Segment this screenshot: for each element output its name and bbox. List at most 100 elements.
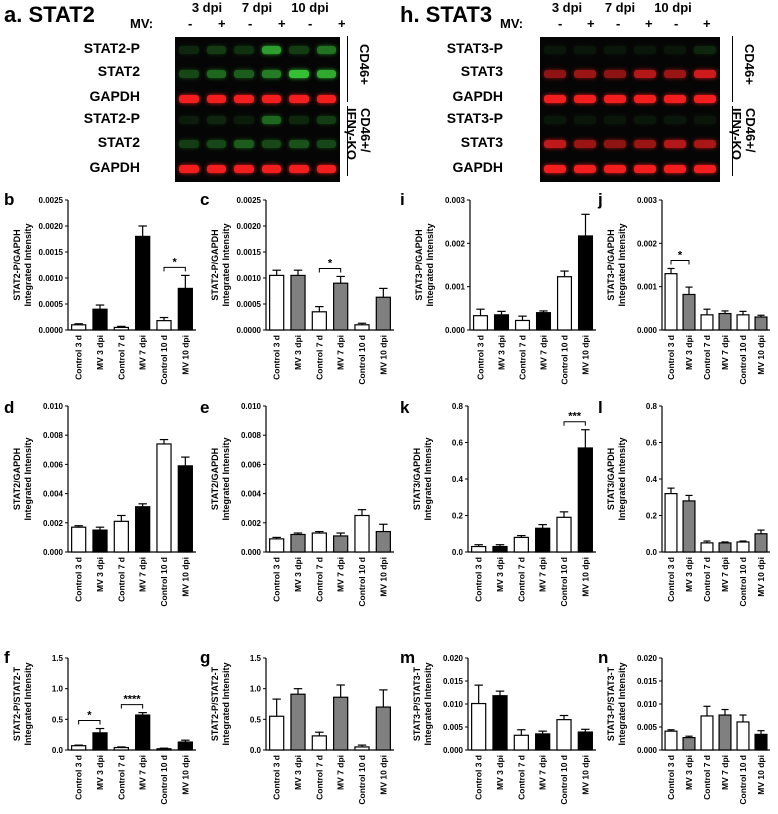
x-tick-label: Control 7 d [116, 755, 126, 800]
dpi-label-7-right: 7 dpi [604, 0, 636, 15]
y-tick-label: 0.0020 [237, 222, 262, 231]
bar [492, 545, 508, 553]
bar [493, 314, 510, 331]
y-tick-label: 0.006 [241, 460, 262, 469]
y-tick-label: 0.0010 [237, 274, 262, 283]
x-tick-label: MV 10 dpi [580, 557, 590, 597]
bar [718, 312, 732, 331]
x-tick-label: Control 3 d [474, 755, 484, 800]
x-tick-label: MV 7 dpi [720, 557, 730, 592]
x-tick-label: Control 3 d [74, 335, 84, 380]
blot-band [289, 95, 309, 103]
y-axis-label: STAT2-P/GAPDH [12, 229, 22, 300]
blot-band [664, 165, 686, 173]
significance-label: **** [123, 694, 141, 706]
blot-band [694, 46, 716, 54]
bar [718, 542, 732, 553]
bar [311, 311, 327, 331]
y-tick-label: 0.000 [43, 548, 64, 557]
y-tick-label: 0.003 [445, 196, 466, 205]
x-tick-label: Control 10 d [357, 755, 367, 805]
y-tick-label: 0.0005 [39, 300, 64, 309]
blot-label-stat2p-2: STAT2-P [83, 110, 140, 126]
x-tick-label: Control 10 d [357, 335, 367, 385]
blot-band [634, 95, 656, 103]
dpi-label-3-left: 3 dpi [191, 0, 223, 15]
chart-l: 0.0 0.2 0.4 0.6 0.8 STAT3/GAPDH Integrated Int… [606, 402, 770, 607]
bar [177, 287, 193, 331]
significance-bracket [163, 266, 186, 272]
bar [471, 545, 487, 553]
x-tick-label: Control 7 d [516, 557, 526, 602]
blot-label-stat3p-2: STAT3-P [446, 110, 503, 126]
blot-band [234, 46, 254, 54]
bar [92, 529, 108, 553]
y-axis-label: STAT2-P/GAPDH [210, 229, 220, 300]
blot-band [544, 165, 566, 173]
bar [135, 235, 151, 331]
y-tick-label: 0.0010 [39, 274, 64, 283]
panel-letter-m: m [400, 648, 416, 667]
y-tick-label: 0.004 [241, 490, 262, 499]
y-tick-label: 0.4 [646, 475, 658, 484]
x-tick-label: MV 3 dpi [684, 557, 694, 592]
blot-band [261, 165, 281, 173]
x-tick-label: MV 3 dpi [495, 557, 505, 592]
blot-band [234, 140, 254, 148]
x-tick-label: MV 3 dpi [293, 755, 303, 790]
bar [113, 326, 129, 331]
x-tick-label: MV 10 dpi [180, 557, 190, 597]
blot-strip [540, 156, 720, 182]
x-tick-label: MV 7 dpi [138, 755, 148, 790]
blot-label-stat3-1: STAT3 [460, 63, 503, 79]
bar [375, 706, 391, 751]
blot-band [179, 116, 199, 124]
mv-sign: + [703, 16, 711, 31]
group-divider-4 [732, 106, 733, 176]
blot-band [574, 116, 596, 124]
y-tick-label: 0.0025 [237, 196, 262, 205]
blot-band [664, 95, 686, 103]
bar [535, 733, 551, 751]
y-axis-label: STAT3/GAPDH [412, 448, 422, 510]
x-tick-label: MV 10 dpi [756, 557, 766, 597]
y-axis-label: STAT2-P/STAT2-T [210, 666, 220, 741]
mv-sign: - [248, 16, 253, 31]
chart-k: 0.0 0.2 0.4 0.6 0.8 STAT3/GAPDH Integrated Int… [412, 402, 596, 607]
blot-label-gapdh-3: GAPDH [452, 88, 503, 104]
bar [290, 693, 306, 751]
blot-band [261, 140, 281, 148]
y-axis-label: Integrated Intensity [617, 223, 627, 306]
blot-band [604, 70, 626, 78]
bar [577, 235, 594, 331]
panel-letter-b: b [4, 190, 15, 209]
mv-label-left: MV: [130, 16, 154, 31]
bar [535, 527, 551, 553]
blot-band [574, 95, 596, 103]
y-tick-label: 0.010 [241, 402, 262, 411]
mv-sign: + [645, 16, 653, 31]
blot-band [694, 95, 716, 103]
blot-strip [175, 107, 340, 133]
x-tick-label: MV 3 dpi [684, 755, 694, 790]
y-axis-label: Integrated Intensity [617, 437, 627, 520]
x-tick-label: Control 3 d [666, 557, 676, 602]
y-tick-label: 0.0015 [39, 248, 64, 257]
y-tick-label: 0.4 [452, 475, 464, 484]
bar [664, 730, 678, 751]
blot-band [694, 116, 716, 124]
blot-band [206, 116, 226, 124]
y-tick-label: 0.010 [443, 700, 464, 709]
blot-band [664, 140, 686, 148]
x-tick-label: Control 10 d [738, 557, 748, 607]
x-tick-label: Control 7 d [314, 557, 324, 602]
y-tick-label: 0.6 [452, 439, 464, 448]
y-axis-label: STAT3/GAPDH [606, 448, 616, 510]
bar [754, 316, 768, 331]
chart-g: 0.0 0.5 1.0 1.5 STAT2-P/STAT2-T Integrated In… [210, 654, 394, 805]
blot-label-stat2p-1: STAT2-P [83, 40, 140, 56]
blot-band [179, 70, 199, 78]
y-tick-label: 0.008 [43, 431, 64, 440]
bar [333, 696, 349, 751]
